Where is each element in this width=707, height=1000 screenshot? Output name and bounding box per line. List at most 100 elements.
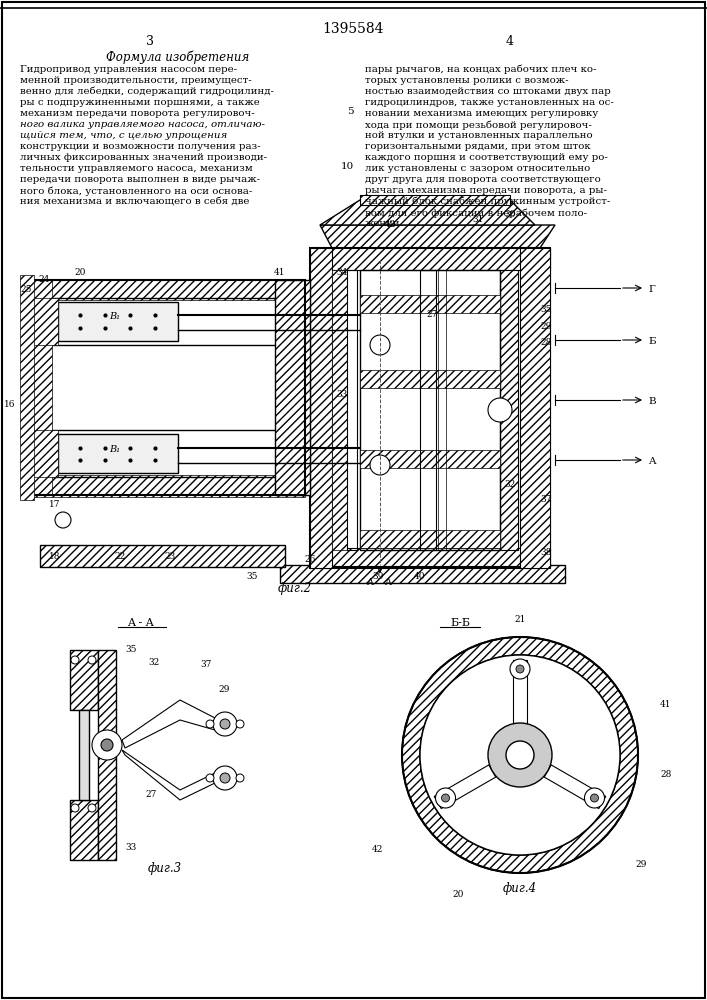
Circle shape [92,730,122,760]
Text: 38: 38 [540,548,551,557]
Text: 26: 26 [304,555,316,564]
Text: передачи поворота выполнен в виде рычаж-: передачи поворота выполнен в виде рычаж- [20,175,260,184]
Text: 28: 28 [660,770,672,779]
Bar [52,298,292,345]
Text: ной втулки и установленных параллельно: ной втулки и установленных параллельно [365,131,592,140]
Text: жении.: жении. [365,219,404,228]
Text: 29: 29 [540,322,551,331]
Polygon shape [544,765,606,809]
Text: A: A [648,457,655,466]
Polygon shape [122,700,215,748]
Text: горизонтальными рядами, при этом шток: горизонтальными рядами, при этом шток [365,142,590,151]
Text: A: A [366,578,373,587]
Text: 41: 41 [274,268,286,277]
Text: фиг.2: фиг.2 [278,582,312,595]
Bar [98,650,116,860]
Text: Б: Б [648,337,655,346]
Text: 32: 32 [504,480,515,489]
Circle shape [101,739,113,751]
Polygon shape [320,200,535,225]
Text: менной производительности, преимущест-: менной производительности, преимущест- [20,76,252,85]
Wedge shape [402,637,638,873]
Bar [30,280,52,495]
Text: каждого поршня и соответствующий ему ро-: каждого поршня и соответствующий ему ро- [365,153,608,162]
Text: ного валика управляемого насоса, отличаю-: ного валика управляемого насоса, отличаю… [20,120,265,129]
Text: гидроцилиндров, также установленных на ос-: гидроцилиндров, также установленных на о… [365,98,614,107]
Bar [332,270,347,550]
Text: 29: 29 [635,860,646,869]
Circle shape [220,719,230,729]
Text: ного блока, установленного на оси основа-: ного блока, установленного на оси основа… [20,186,252,196]
Circle shape [516,665,524,673]
Text: 33: 33 [337,390,348,399]
Circle shape [420,655,620,855]
Bar [79,710,89,800]
Circle shape [488,398,512,422]
Text: 42: 42 [372,845,383,854]
Bar [58,302,178,341]
Bar [310,248,332,568]
Circle shape [71,656,79,664]
Text: лик установлены с зазором относительно: лик установлены с зазором относительно [365,164,590,173]
Text: конструкции и возможности получения раз-: конструкции и возможности получения раз- [20,142,261,151]
Text: 18: 18 [49,552,61,561]
Circle shape [236,720,244,728]
Bar [70,650,98,710]
Circle shape [488,723,552,787]
Text: 17: 17 [49,500,61,509]
Text: В: В [648,397,655,406]
Bar [500,270,518,550]
Bar [520,248,550,568]
Text: 35: 35 [125,645,136,654]
Circle shape [436,788,455,808]
Bar [275,280,310,495]
Text: 31: 31 [472,215,484,224]
Circle shape [236,774,244,782]
Bar [30,280,305,300]
Text: 39: 39 [373,572,384,581]
Bar [360,295,500,313]
Bar [30,430,58,477]
Text: 28: 28 [540,338,551,347]
Text: хода при помощи резьбовой регулировоч-: хода при помощи резьбовой регулировоч- [365,120,592,129]
Circle shape [206,720,214,728]
Text: пары рычагов, на концах рабочих плеч ко-: пары рычагов, на концах рабочих плеч ко- [365,65,597,75]
Bar [70,650,98,710]
Bar [20,275,34,500]
Text: 20: 20 [452,890,464,899]
Bar [500,270,518,550]
Text: 35: 35 [540,305,551,314]
Text: ностью взаимодействия со штоками двух пар: ностью взаимодействия со штоками двух па… [365,87,611,96]
Bar [310,548,550,566]
Text: венно для лебедки, содержащий гидроцилинд-: венно для лебедки, содержащий гидроцилин… [20,87,274,97]
Bar [58,434,178,473]
Text: 32: 32 [148,658,159,667]
Text: B₁: B₁ [110,312,120,321]
Bar [438,270,446,550]
Bar [360,195,510,205]
Bar [360,195,510,205]
Bar [310,248,550,568]
Bar [70,800,98,860]
Polygon shape [122,750,215,800]
Bar [275,280,310,495]
Text: A - A: A - A [127,618,153,628]
Text: 35: 35 [246,572,258,581]
Circle shape [370,455,390,475]
Text: 16: 16 [4,400,16,409]
Bar [30,475,305,497]
Circle shape [590,794,599,802]
Circle shape [71,804,79,812]
Circle shape [510,659,530,679]
Bar [360,270,500,550]
Text: ры с подпружиненными поршнями, а также: ры с подпружиненными поршнями, а также [20,98,259,107]
Text: 20: 20 [74,268,86,277]
Text: щийся тем, что, с целью упрощения: щийся тем, что, с целью упрощения [20,131,227,140]
Text: 30: 30 [504,210,515,219]
Text: 23: 23 [164,552,175,561]
Circle shape [370,335,390,355]
Polygon shape [513,660,527,723]
Bar [98,650,116,860]
Text: друг друга для поворота соответствующего: друг друга для поворота соответствующего [365,175,601,184]
Bar [52,430,292,477]
